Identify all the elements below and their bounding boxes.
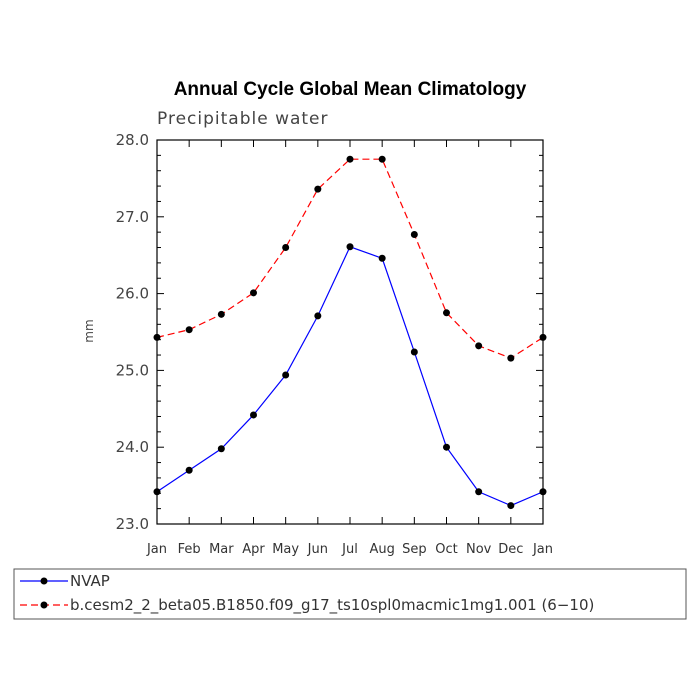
legend-marker: [40, 577, 48, 585]
data-point: [443, 309, 450, 317]
plot-frame: [156, 139, 544, 525]
x-tick-label: Jan: [532, 542, 553, 557]
x-tick-label: Mar: [209, 542, 234, 557]
data-point: [539, 333, 547, 341]
y-tick-label: 27.0: [116, 208, 149, 226]
x-tick-label: May: [272, 542, 299, 557]
data-point: [282, 244, 290, 252]
legend-label: b.cesm2_2_beta05.B1850.f09_g17_ts10spl0m…: [70, 596, 594, 615]
legend-box: [13, 568, 687, 620]
y-tick-label: 28.0: [116, 131, 149, 149]
data-point: [153, 333, 161, 341]
x-tick-label: Jul: [341, 542, 358, 557]
data-point: [185, 326, 193, 334]
data-point: [475, 488, 483, 496]
legend-label: NVAP: [70, 572, 110, 590]
series-1: [153, 155, 547, 362]
data-point: [346, 243, 354, 251]
data-point: [410, 230, 418, 238]
x-tick-label: Nov: [466, 542, 492, 557]
data-point: [346, 155, 354, 163]
series-line: [156, 246, 544, 507]
series-line: [156, 158, 544, 359]
data-point: [507, 354, 515, 362]
data-point: [217, 310, 225, 318]
chart-subtitle: Precipitable water: [157, 109, 329, 129]
x-tick-label: Apr: [242, 542, 265, 557]
data-point: [475, 342, 483, 350]
y-tick-label: 24.0: [116, 438, 149, 456]
x-tick-label: Jun: [307, 542, 328, 557]
legend-marker: [40, 601, 48, 609]
data-point: [282, 371, 290, 379]
x-tick-label: Dec: [498, 542, 523, 557]
data-point: [378, 155, 386, 163]
chart-title: Annual Cycle Global Mean Climatology: [174, 79, 527, 100]
data-point: [185, 466, 193, 474]
y-tick-label: 25.0: [116, 361, 149, 379]
data-point: [443, 443, 450, 451]
data-point: [314, 312, 322, 320]
y-tick-label: 26.0: [116, 285, 149, 303]
series-layer: [153, 155, 547, 510]
x-tick-label: Oct: [435, 542, 457, 557]
data-point: [539, 488, 547, 496]
x-tick-label: Feb: [178, 542, 201, 557]
data-point: [250, 289, 257, 297]
data-point: [378, 254, 386, 262]
legend: NVAP b.cesm2_2_beta05.B1850.f09_g17_ts10s…: [13, 568, 687, 620]
x-tick-label: Sep: [402, 542, 427, 557]
data-point: [250, 411, 257, 419]
x-tick-label: Jan: [146, 542, 167, 557]
data-point: [410, 348, 418, 356]
data-point: [314, 185, 322, 193]
y-tick-label: 23.0: [116, 515, 149, 533]
data-point: [507, 502, 515, 510]
y-axis-label: mm: [82, 319, 96, 342]
x-tick-label: Aug: [369, 542, 394, 557]
data-point: [153, 488, 161, 496]
series-0: [153, 243, 547, 510]
data-point: [217, 445, 225, 453]
axes: 23.0 24.0 25.0 26.0 27.0 28.0 Jan Feb Mar Apr May J…: [116, 131, 553, 557]
